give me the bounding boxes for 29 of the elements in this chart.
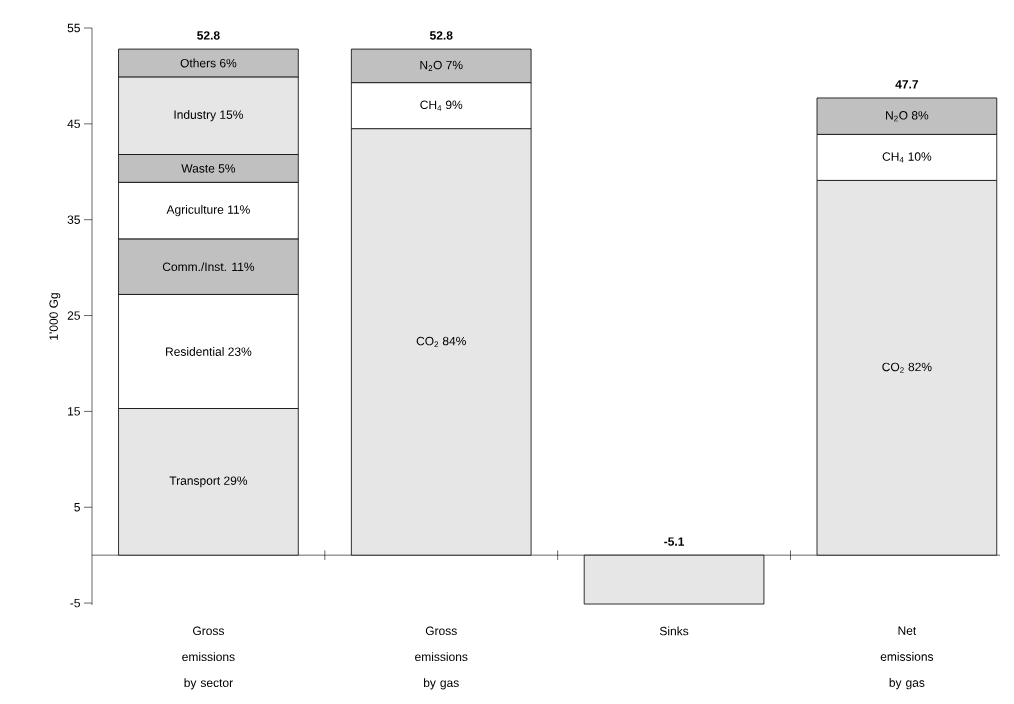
annotation: CO$_{2}$ 84% bbox=[416, 336, 466, 347]
y-tick-label: 25 bbox=[67, 311, 80, 320]
annotation: Comm./Inst. 11% bbox=[162, 262, 255, 272]
annotation: Others 6% bbox=[180, 58, 237, 68]
annotation: CH$_{4}$ 10% bbox=[882, 152, 932, 163]
annotation: Waste 5% bbox=[181, 164, 236, 173]
y-tick-label: 55 bbox=[67, 23, 80, 33]
y-tick-label: 5 bbox=[74, 503, 80, 512]
y-tick-label: 45 bbox=[67, 119, 80, 129]
annotation: Agriculture 11% bbox=[166, 205, 250, 217]
y-axis-title: 1'000 Gg bbox=[49, 293, 61, 340]
total-label: 52.8 bbox=[197, 31, 220, 40]
total-label: 47.7 bbox=[895, 80, 919, 89]
annotation: Transport 29% bbox=[169, 476, 248, 488]
y-tick-label: 35 bbox=[67, 215, 80, 224]
y-tick-label: -5 bbox=[70, 598, 80, 608]
category-label: Net emissions by gas bbox=[880, 626, 934, 690]
category-label: Gross emissions by gas bbox=[415, 626, 468, 690]
total-label: -5.1 bbox=[664, 537, 685, 546]
y-tick-label: 15 bbox=[68, 407, 80, 416]
annotation: N$_{2}$O 8% bbox=[886, 111, 929, 122]
annotation: N$_{2}$O 7% bbox=[420, 60, 463, 71]
annotation: Residential 23% bbox=[166, 347, 252, 356]
annotation: Industry 15% bbox=[174, 110, 243, 122]
total-label: 52.8 bbox=[429, 31, 453, 40]
annotation: CO$_{2}$ 82% bbox=[882, 362, 932, 373]
x-tick-label: Sinks bbox=[659, 626, 689, 636]
annotation: CH$_{4}$ 9% bbox=[420, 100, 463, 111]
category-label: Gross emissions by sector bbox=[182, 626, 235, 690]
